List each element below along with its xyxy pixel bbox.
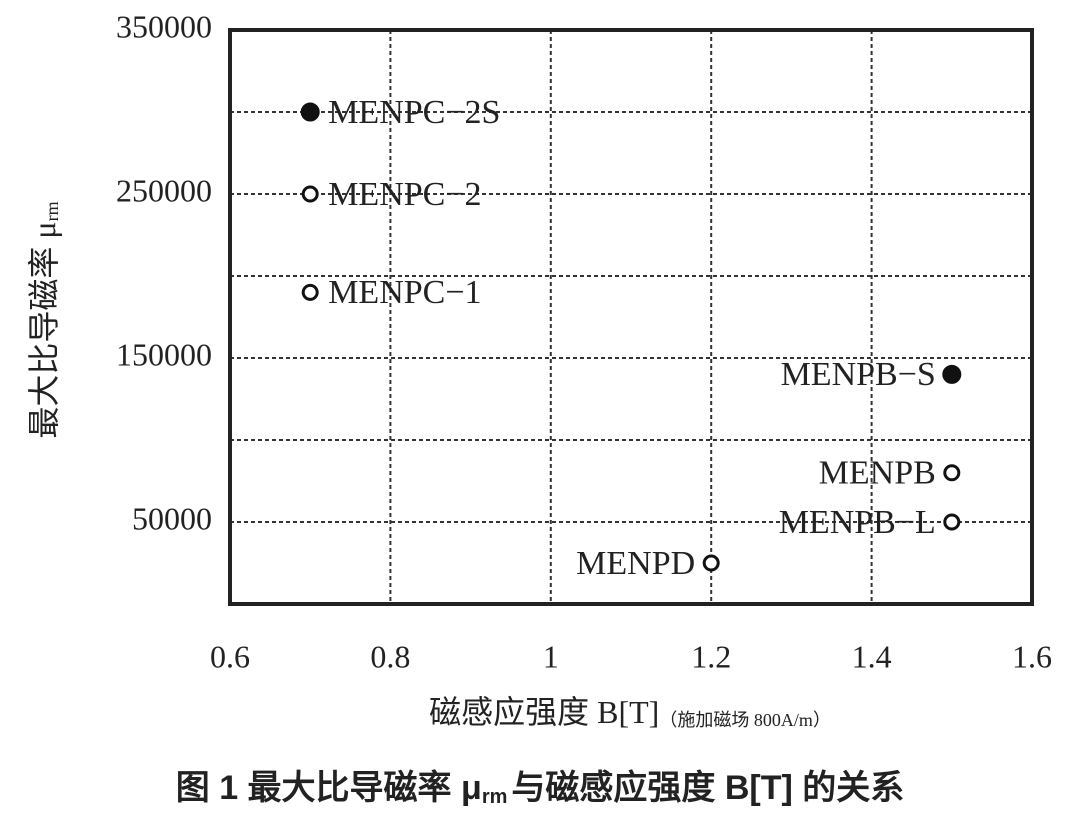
y-tick-label: 50000 — [132, 500, 212, 536]
x-tick-label: 1.4 — [852, 638, 892, 674]
y-tick-label: 250000 — [116, 172, 212, 208]
x-tick-label: 1.6 — [1012, 638, 1052, 674]
x-tick-label: 0.6 — [210, 638, 250, 674]
caption: 图 1 最大比导磁率 μrm 与磁感应强度 B[T] 的关系 — [176, 769, 905, 808]
point-label: MENPB−S — [781, 356, 936, 393]
y-tick-label: 350000 — [116, 8, 212, 44]
x-axis-label: 磁感应强度 B[T]（施加磁场 800A/m） — [429, 694, 831, 730]
point — [300, 102, 320, 122]
y-label-sub: rm — [42, 201, 62, 221]
point-label: MENPB — [819, 455, 936, 492]
caption-sub: rm — [482, 786, 508, 808]
x-label-note: （施加磁场 800A/m） — [659, 710, 831, 730]
point-label: MENPC−2 — [328, 176, 481, 213]
plot-frame — [228, 28, 1034, 606]
point — [702, 554, 720, 572]
point-label: MENPC−1 — [328, 274, 481, 311]
point-label: MENPC−2S — [328, 94, 500, 131]
x-tick-label: 0.8 — [370, 638, 410, 674]
point — [301, 185, 319, 203]
point-label: MENPB−L — [779, 504, 936, 541]
x-tick-label: 1 — [543, 638, 559, 674]
caption-part: 图 1 最大比导磁率 μ — [176, 769, 482, 807]
point — [301, 283, 319, 301]
y-axis-label: 最大比导磁率 μrm — [26, 201, 62, 438]
caption-part: 与磁感应强度 B[T] 的关系 — [511, 769, 904, 807]
point-label: MENPD — [576, 545, 695, 582]
x-label-main: 磁感应强度 B[T] — [429, 694, 659, 730]
point — [943, 464, 961, 482]
y-tick-label: 150000 — [116, 336, 212, 372]
point — [943, 513, 961, 531]
point — [942, 364, 962, 384]
x-tick-label: 1.2 — [691, 638, 731, 674]
y-label-main: 最大比导磁率 μ — [26, 221, 62, 438]
